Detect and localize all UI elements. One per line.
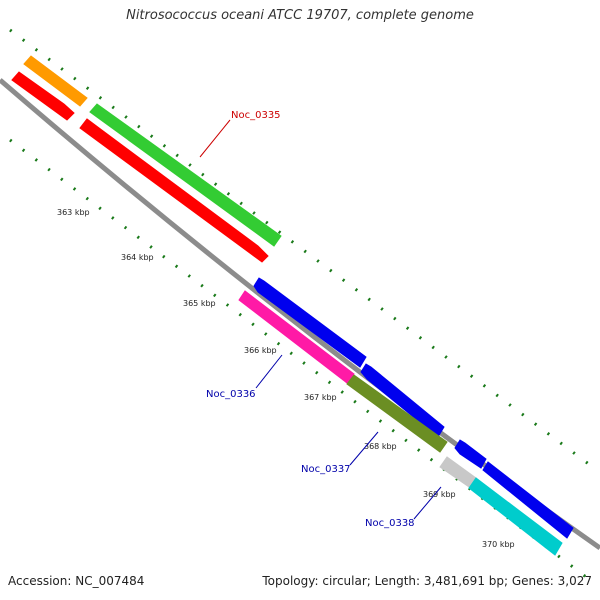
gene-block-green-noc-0335[interactable] (89, 103, 282, 247)
callout-line-noc-0336 (255, 354, 283, 389)
gene-block-orange[interactable] (23, 55, 88, 107)
scale-label-367: 367 kbp (304, 393, 337, 402)
genome-summary-text: Topology: circular; Length: 3,481,691 bp… (262, 574, 592, 588)
scale-label-364: 364 kbp (121, 253, 154, 262)
gene-block-olive-noc-0337[interactable] (346, 374, 448, 453)
accession-text: Accession: NC_007484 (8, 574, 145, 588)
callout-line-noc-0335 (199, 119, 231, 158)
gene-block-blue-3[interactable] (454, 439, 487, 469)
scale-label-366: 366 kbp (244, 346, 277, 355)
scale-label-368: 368 kbp (364, 442, 397, 451)
scale-label-363: 363 kbp (57, 208, 90, 217)
callout-line-noc-0337 (349, 431, 379, 466)
gene-label-noc-0338[interactable]: Noc_0338 (365, 518, 415, 529)
scale-label-369: 369 kbp (423, 490, 456, 499)
scale-label-370: 370 kbp (482, 540, 515, 549)
genome-title: Nitrosococcus oceani ATCC 19707, complet… (126, 8, 474, 23)
gene-block-red-1[interactable] (11, 71, 75, 121)
gene-block-blue-2[interactable] (360, 363, 445, 438)
gene-block-cyan-noc-0338[interactable] (468, 477, 563, 556)
scale-label-365: 365 kbp (183, 299, 216, 308)
gene-block-blue-4[interactable] (482, 461, 574, 539)
gene-block-red-2[interactable] (79, 118, 269, 263)
gene-block-blue-1[interactable] (253, 277, 367, 368)
gene-block-magenta-noc-0336[interactable] (238, 290, 355, 384)
gene-label-noc-0337[interactable]: Noc_0337 (301, 464, 351, 475)
callout-line-noc-0338 (413, 486, 442, 520)
gene-label-noc-0336[interactable]: Noc_0336 (206, 389, 256, 400)
outer-tick-row (9, 28, 591, 467)
gene-label-noc-0335[interactable]: Noc_0335 (231, 110, 281, 121)
